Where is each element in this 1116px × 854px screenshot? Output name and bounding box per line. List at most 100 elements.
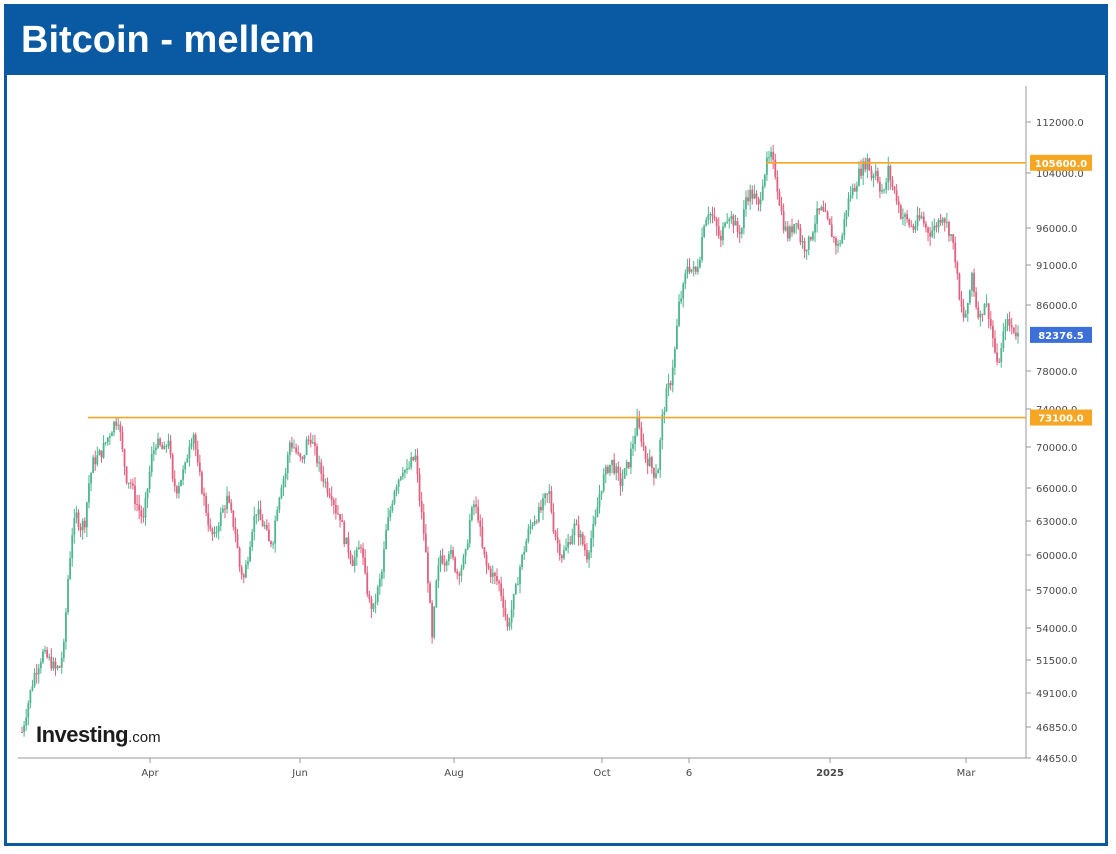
x-axis-ticks: Apr Jun Aug Oct 6 2025 Mar	[141, 758, 976, 779]
candle-body	[590, 538, 593, 553]
candle-body	[134, 485, 136, 504]
candle-body	[910, 225, 913, 227]
candle-body	[213, 532, 216, 535]
candle-body	[565, 547, 567, 551]
candle-body	[251, 531, 254, 548]
candle-body	[766, 157, 768, 175]
candle-body	[927, 227, 929, 233]
candle-body	[320, 462, 323, 474]
candle-body	[853, 187, 856, 192]
candle-body	[881, 190, 883, 192]
candle-body	[1012, 327, 1015, 333]
candle-body	[719, 235, 722, 241]
candle-body	[307, 439, 310, 441]
candle-body	[201, 472, 203, 494]
candle-body	[263, 525, 266, 527]
candle-body	[67, 578, 69, 613]
candle-body	[655, 473, 657, 478]
candle-body	[372, 603, 375, 610]
candle-body	[83, 520, 86, 528]
candle-body	[360, 547, 362, 549]
logo-suffix: .com	[128, 729, 161, 746]
x-tick-label: 6	[686, 768, 692, 779]
candle-body	[207, 512, 210, 526]
candle-body	[625, 462, 628, 469]
candle-body	[481, 526, 484, 548]
y-tick-label: 54000.0	[1036, 624, 1077, 635]
candle-body	[180, 479, 182, 486]
candle-body	[276, 509, 279, 521]
candle-body	[722, 226, 724, 241]
candle-body	[485, 554, 488, 566]
candle-body	[334, 504, 337, 514]
candle-body	[46, 649, 49, 658]
candle-body	[899, 205, 902, 219]
candle-body	[50, 656, 53, 669]
candle-body	[441, 555, 444, 563]
candle-body	[824, 210, 827, 213]
candle-body	[159, 438, 162, 445]
candle-body	[893, 186, 896, 191]
candle-body	[659, 440, 662, 471]
candle-body	[594, 517, 597, 524]
candle-body	[747, 197, 749, 202]
candle-body	[404, 469, 406, 473]
candle-body	[849, 195, 852, 199]
candle-body	[728, 218, 731, 222]
candle-body	[730, 215, 733, 219]
candle-body	[268, 529, 270, 542]
candle-body	[726, 221, 729, 223]
candle-body	[761, 185, 764, 200]
candle-body	[780, 205, 783, 212]
candle-body	[244, 564, 247, 578]
candle-body	[462, 556, 465, 569]
candle-body	[401, 472, 404, 477]
candle-body	[627, 462, 630, 468]
candle-body	[383, 549, 385, 572]
candle-body	[487, 565, 490, 569]
candle-body	[157, 438, 159, 448]
candle-body	[108, 436, 111, 438]
candle-body	[295, 447, 298, 453]
candle-body	[914, 225, 917, 230]
candle-body	[236, 534, 239, 548]
candle-body	[606, 466, 609, 473]
candle-body	[291, 442, 293, 448]
candle-body	[491, 572, 494, 577]
candle-body	[964, 313, 967, 318]
candle-body	[816, 208, 819, 224]
candle-body	[299, 453, 302, 457]
candle-body	[592, 523, 595, 539]
candle-body	[117, 424, 120, 426]
candle-body	[437, 565, 440, 581]
candle-body	[621, 478, 624, 486]
candle-body	[332, 499, 335, 505]
candle-body	[431, 602, 434, 638]
candle-body	[830, 224, 833, 238]
candle-body	[998, 361, 1001, 363]
candle-body	[933, 225, 936, 231]
current-price-badge-bg	[1030, 326, 1092, 343]
candle-body	[636, 418, 639, 436]
candle-body	[198, 462, 201, 473]
candle-body	[477, 506, 480, 521]
candle-body	[228, 495, 231, 503]
candle-body	[941, 218, 944, 223]
candle-body	[895, 190, 898, 202]
candle-body	[182, 469, 185, 480]
candle-body	[1000, 347, 1003, 363]
candle-body	[136, 503, 138, 505]
candle-body	[314, 442, 316, 447]
candle-body	[247, 561, 249, 565]
candle-body	[581, 533, 584, 545]
candle-body	[483, 547, 486, 555]
candle-body	[100, 450, 103, 458]
candle-body	[676, 325, 678, 349]
candle-body	[81, 520, 84, 531]
candle-body	[129, 482, 132, 484]
candle-body	[190, 443, 193, 447]
candle-body	[615, 466, 618, 474]
candle-body	[552, 511, 555, 532]
candle-body	[265, 525, 268, 530]
